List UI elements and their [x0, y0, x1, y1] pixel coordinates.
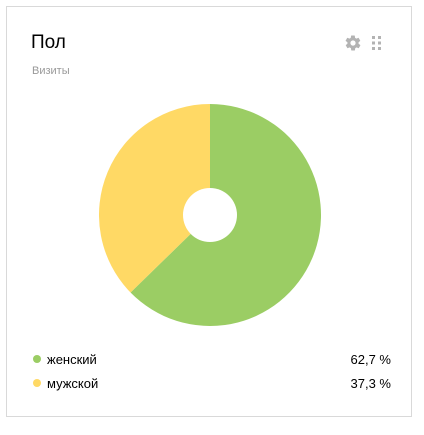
donut-hole [183, 188, 237, 242]
drag-handle-icon[interactable] [368, 34, 386, 52]
gender-donut-chart [99, 104, 321, 326]
widget-subtitle: Визиты [32, 65, 70, 77]
legend-label-male: мужской [47, 375, 99, 391]
legend-label-female: женский [47, 351, 97, 367]
legend-dot-male [33, 379, 41, 387]
legend-item-male[interactable]: мужской 37,3 % [31, 371, 391, 395]
gender-widget: Пол Визиты женский 62,7 % [6, 6, 412, 417]
pie-slice-male[interactable] [99, 104, 210, 293]
gear-icon[interactable] [344, 34, 362, 52]
legend-value-male: 37,3 % [350, 375, 391, 391]
legend-value-female: 62,7 % [350, 351, 391, 367]
legend-dot-female [33, 355, 41, 363]
widget-tools [344, 34, 386, 52]
legend-item-female[interactable]: женский 62,7 % [31, 347, 391, 371]
widget-title: Пол [31, 32, 66, 53]
chart-legend: женский 62,7 % мужской 37,3 % [31, 347, 391, 395]
